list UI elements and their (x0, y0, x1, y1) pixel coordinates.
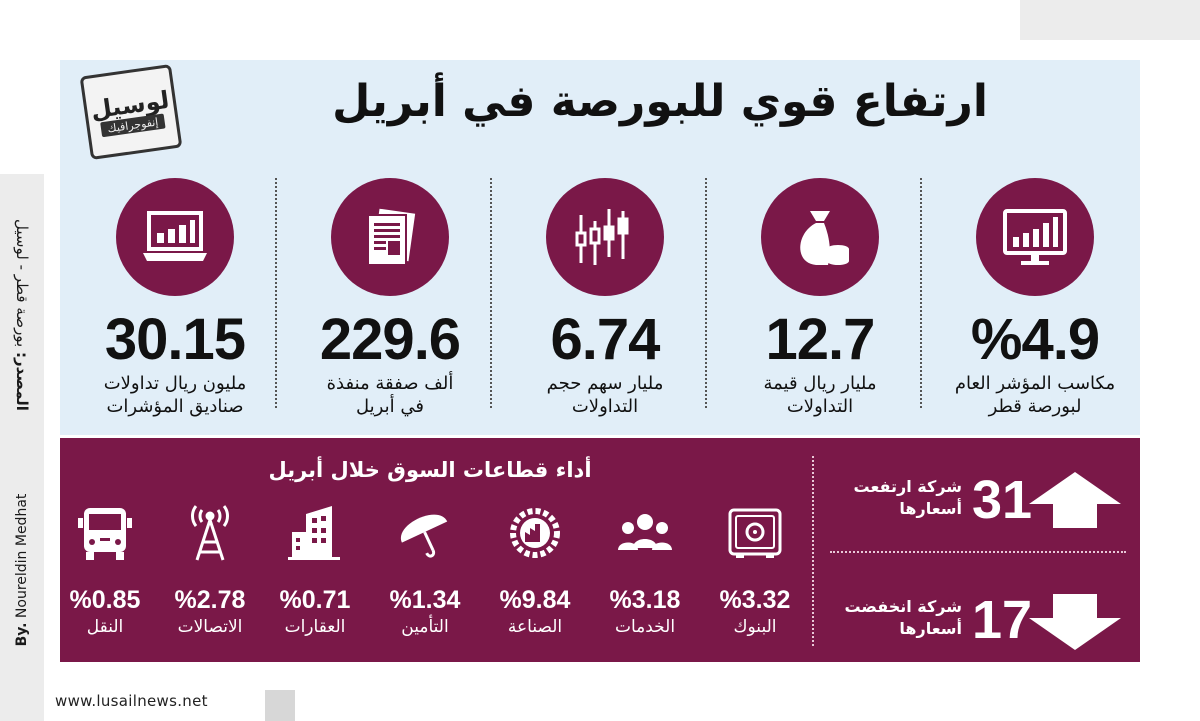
monitor-chart-icon (976, 178, 1094, 296)
stat-value: %4.9 (970, 307, 1100, 372)
author-credit: By. Noureldin Medhat (14, 494, 30, 647)
truck-icon (78, 508, 132, 560)
umbrella-icon (400, 514, 448, 558)
falling-label: شركة انخفضت أسعارها (844, 597, 962, 638)
stat-index-gain: %4.9 مكاسب المؤشر العام لبورصة قطر (940, 178, 1130, 418)
source-credit: المصدر: بورصة قطر - لوسيل (13, 219, 31, 411)
sector-label: الخدمات (614, 617, 676, 637)
panel-divider (812, 456, 814, 646)
rising-count: 31 (972, 470, 1033, 530)
sectors-title: أداء قطاعات السوق خلال أبريل (268, 458, 592, 482)
divider (705, 178, 707, 408)
divider (920, 178, 922, 408)
stat-deals: 229.6 ألف صفقة منفذة في أبريل (295, 178, 485, 418)
people-icon (618, 514, 672, 550)
stat-value: 12.7 (765, 307, 876, 372)
author-name: Noureldin Medhat (14, 493, 30, 619)
money-bag-icon (761, 178, 879, 296)
sector-industry: %9.84 الصناعة (480, 502, 590, 637)
sector-label: التأمين (401, 617, 449, 637)
laptop-chart-icon (116, 178, 234, 296)
down-arrow-icon (1029, 594, 1121, 650)
stat-value: 6.74 (550, 307, 661, 372)
sector-value: %1.34 (389, 586, 461, 614)
decorative-block-top (1020, 0, 1200, 40)
candlestick-icon (546, 178, 664, 296)
falling-companies: 17 شركة انخفضت أسعارها (830, 588, 1130, 658)
antenna-icon (191, 505, 229, 561)
page-title: ارتفاع قوي للبورصة في أبريل (332, 76, 988, 127)
stat-value: 229.6 (319, 307, 461, 372)
sector-insurance: %1.34 التأمين (370, 502, 480, 637)
sector-services: %3.18 الخدمات (590, 502, 700, 637)
decorative-block-bottom (265, 690, 295, 721)
movement-divider (830, 551, 1126, 553)
stat-label: مليار سهم حجم التداولات (546, 373, 664, 417)
sector-telecom: %2.78 الاتصالات (155, 502, 265, 637)
stat-value: 30.15 (104, 307, 246, 372)
sectors-panel: أداء قطاعات السوق خلال أبريل %3.32 البنو… (60, 438, 1140, 662)
author-prefix: By. (14, 622, 30, 647)
stat-label: مليار ريال قيمة التداولات (763, 373, 877, 417)
website-url[interactable]: www.lusailnews.net (55, 692, 208, 710)
divider (490, 178, 492, 408)
stat-label: مليون ريال تداولات صناديق المؤشرات (103, 373, 247, 417)
sector-value: %9.84 (499, 586, 571, 614)
stat-trading-value: 12.7 مليار ريال قيمة التداولات (725, 178, 915, 418)
sector-value: %2.78 (174, 586, 246, 614)
sector-label: البنوك (733, 617, 777, 637)
sector-value: %3.18 (609, 586, 681, 614)
sector-label: الاتصالات (177, 617, 243, 637)
factory-gear-icon (510, 508, 560, 558)
stat-trading-volume: 6.74 مليار سهم حجم التداولات (510, 178, 700, 418)
sector-label: العقارات (284, 617, 346, 637)
sector-real-estate: %0.71 العقارات (260, 502, 370, 637)
stat-label: مكاسب المؤشر العام لبورصة قطر (954, 373, 1116, 417)
rising-companies: 31 شركة ارتفعت أسعارها (830, 468, 1130, 538)
building-icon (288, 506, 340, 560)
up-arrow-icon (1029, 472, 1121, 528)
source-label: المصدر: (13, 352, 31, 411)
sector-value: %0.71 (279, 586, 351, 614)
sector-label: النقل (86, 617, 124, 637)
stats-panel: لوسيل إنفوجرافيك ارتفاع قوي للبورصة في أ… (60, 60, 1140, 435)
falling-count: 17 (972, 590, 1033, 650)
sector-transport: %0.85 النقل (50, 502, 160, 637)
newspaper-icon (331, 178, 449, 296)
sector-value: %0.85 (69, 586, 141, 614)
safe-icon (728, 508, 782, 558)
sector-label: الصناعة (507, 617, 563, 637)
decorative-block-left (0, 174, 44, 721)
stat-label: ألف صفقة منفذة في أبريل (326, 373, 454, 417)
divider (275, 178, 277, 408)
sector-value: %3.32 (719, 586, 791, 614)
source-value: بورصة قطر - لوسيل (13, 219, 31, 348)
rising-label: شركة ارتفعت أسعارها (853, 477, 962, 518)
stat-etf-trading: 30.15 مليون ريال تداولات صناديق المؤشرات (80, 178, 270, 418)
sector-banks: %3.32 البنوك (700, 502, 810, 637)
